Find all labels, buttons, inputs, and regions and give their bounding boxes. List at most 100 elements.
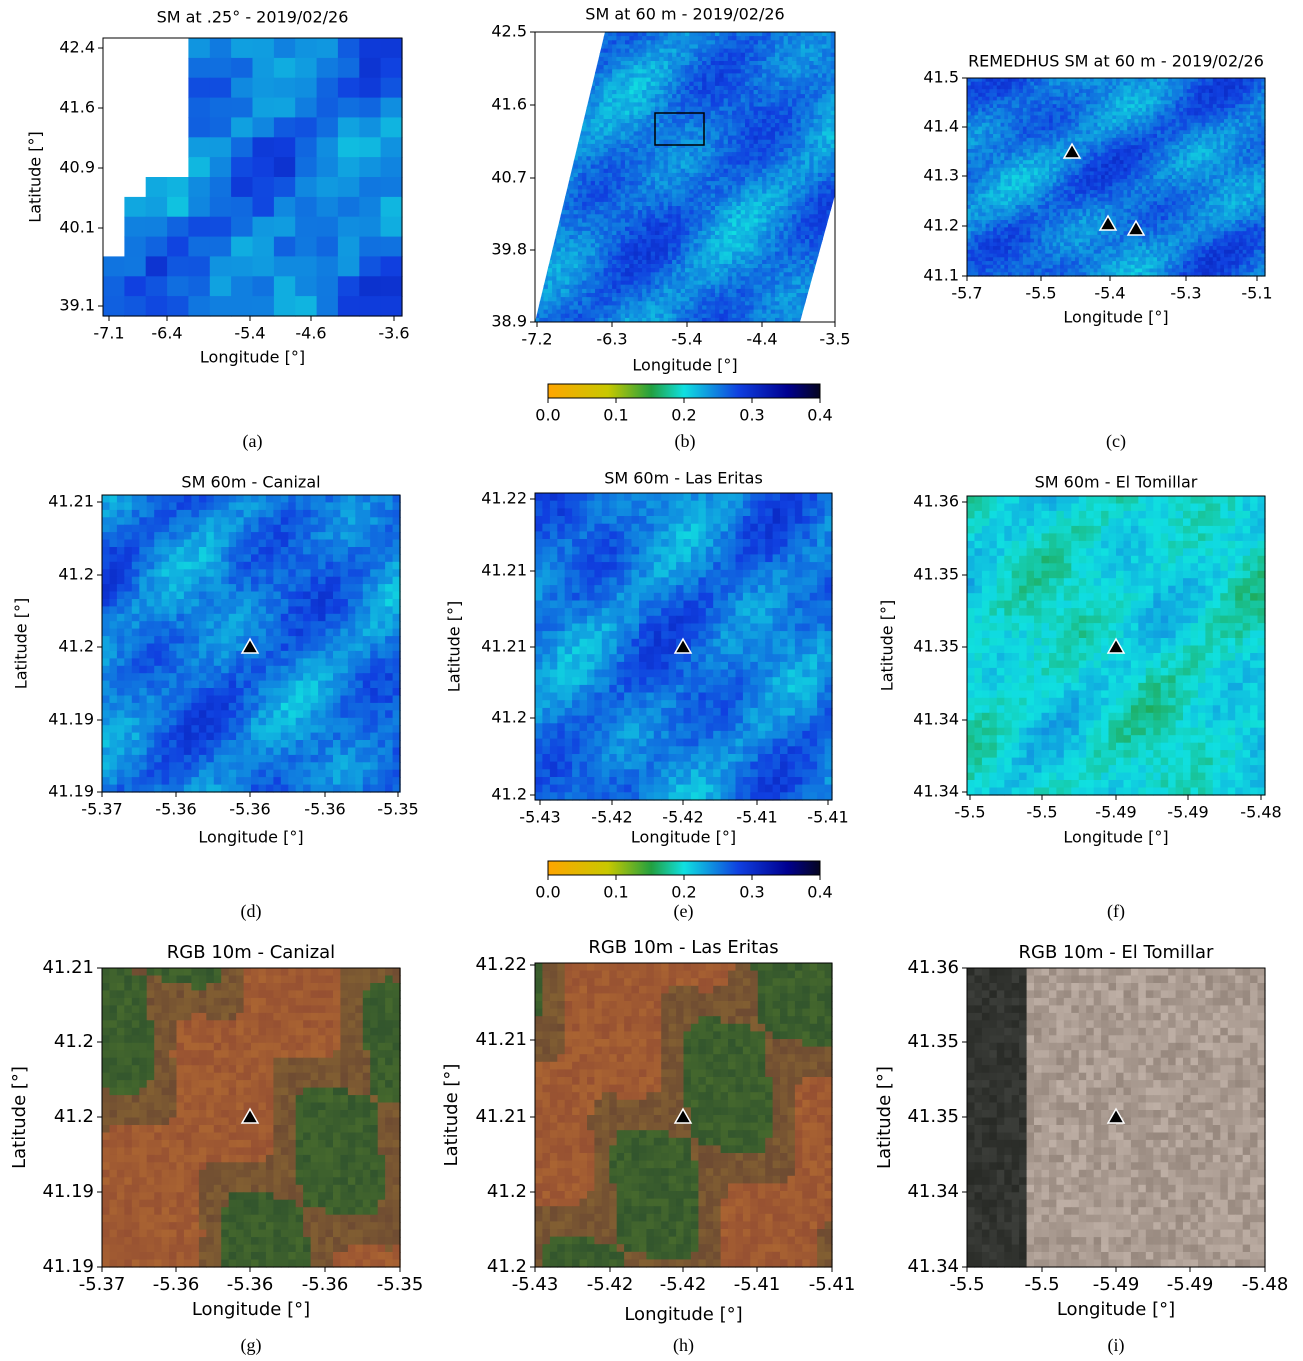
- raster-cell: [608, 276, 613, 281]
- raster-cell: [801, 165, 806, 170]
- raster-cell: [582, 140, 587, 145]
- raster-cell: [749, 123, 754, 128]
- raster-cell: [788, 281, 793, 286]
- x-tick-label: -3.6: [378, 324, 409, 343]
- raster-cell: [792, 256, 797, 261]
- raster-cell: [788, 247, 793, 252]
- raster-cell: [544, 276, 549, 281]
- raster-cell: [595, 247, 600, 252]
- raster-cell: [771, 177, 776, 182]
- raster-cell: [664, 260, 669, 265]
- raster-cell: [788, 198, 793, 203]
- raster-cell: [595, 223, 600, 228]
- raster-cell: [664, 102, 669, 107]
- raster-cell: [561, 206, 566, 211]
- raster-cell: [338, 256, 360, 277]
- raster-cell: [625, 65, 630, 70]
- raster-cell: [556, 181, 561, 186]
- raster-cell: [556, 94, 561, 99]
- raster-cell: [784, 111, 789, 116]
- raster-cell: [801, 272, 806, 277]
- raster-cell: [822, 264, 827, 269]
- raster-cell: [655, 305, 660, 310]
- raster-cell: [616, 94, 621, 99]
- raster-cell: [711, 165, 716, 170]
- raster-cell: [578, 102, 583, 107]
- raster-cell: [762, 165, 767, 170]
- raster-cell: [676, 243, 681, 248]
- raster-cell: [775, 218, 780, 223]
- raster-cell: [651, 152, 656, 157]
- raster-cell: [754, 247, 759, 252]
- raster-cell: [561, 49, 566, 54]
- raster-cell: [621, 305, 626, 310]
- raster-cell: [672, 119, 677, 124]
- raster-cell: [809, 264, 814, 269]
- raster-cell: [210, 78, 232, 99]
- raster-cell: [702, 65, 707, 70]
- raster-cell: [792, 140, 797, 145]
- raster-cell: [565, 111, 570, 116]
- raster-cell: [586, 107, 591, 112]
- raster-cell: [582, 202, 587, 207]
- raster-cell: [561, 181, 566, 186]
- raster-cell: [582, 94, 587, 99]
- raster-cell: [792, 156, 797, 161]
- raster-cell: [595, 305, 600, 310]
- raster-cell: [359, 157, 381, 178]
- raster-cell: [616, 268, 621, 273]
- raster-cell: [210, 38, 232, 59]
- raster-cell: [548, 264, 553, 269]
- raster-cell: [591, 94, 596, 99]
- raster-cell: [801, 36, 806, 41]
- raster-cell: [599, 86, 604, 91]
- raster-cell: [535, 314, 540, 319]
- raster-cell: [724, 239, 729, 244]
- raster-cell: [822, 36, 827, 41]
- raster-cell: [638, 152, 643, 157]
- raster-cell: [608, 310, 613, 315]
- raster-cell: [771, 44, 776, 49]
- raster-cell: [586, 276, 591, 281]
- raster-cell: [814, 127, 819, 132]
- raster-cell: [599, 194, 604, 199]
- raster-cell: [556, 119, 561, 124]
- raster-cell: [818, 102, 823, 107]
- raster-cell: [809, 90, 814, 95]
- raster-cell: [801, 297, 806, 302]
- raster-cell: [771, 189, 776, 194]
- raster-cell: [625, 127, 630, 132]
- raster-cell: [565, 218, 570, 223]
- raster-cell: [642, 301, 647, 306]
- raster-cell: [146, 197, 168, 218]
- raster-cell: [814, 123, 819, 128]
- raster-cell: [676, 173, 681, 178]
- raster-cell: [655, 210, 660, 215]
- raster-cell: [805, 181, 810, 186]
- raster-cell: [638, 256, 643, 261]
- raster-cell: [548, 53, 553, 58]
- raster-cell: [676, 65, 681, 70]
- raster-cell: [634, 177, 639, 182]
- raster-cell: [646, 181, 651, 186]
- raster-cell: [809, 189, 814, 194]
- raster-cell: [698, 272, 703, 277]
- raster-cell: [535, 156, 540, 161]
- raster-cell: [719, 305, 724, 310]
- raster-cell: [544, 214, 549, 219]
- raster-cell: [604, 82, 609, 87]
- raster-cell: [809, 123, 814, 128]
- raster-cell: [771, 301, 776, 306]
- raster-cell: [681, 40, 686, 45]
- raster-cell: [826, 194, 831, 199]
- raster-cell: [826, 53, 831, 58]
- raster-cell: [741, 156, 746, 161]
- raster-cell: [762, 94, 767, 99]
- raster-cell: [629, 281, 634, 286]
- raster-cell: [689, 276, 694, 281]
- raster-cell: [646, 206, 651, 211]
- raster-cell: [754, 189, 759, 194]
- raster-cell: [732, 107, 737, 112]
- raster-cell: [801, 247, 806, 252]
- raster-cell: [621, 140, 626, 145]
